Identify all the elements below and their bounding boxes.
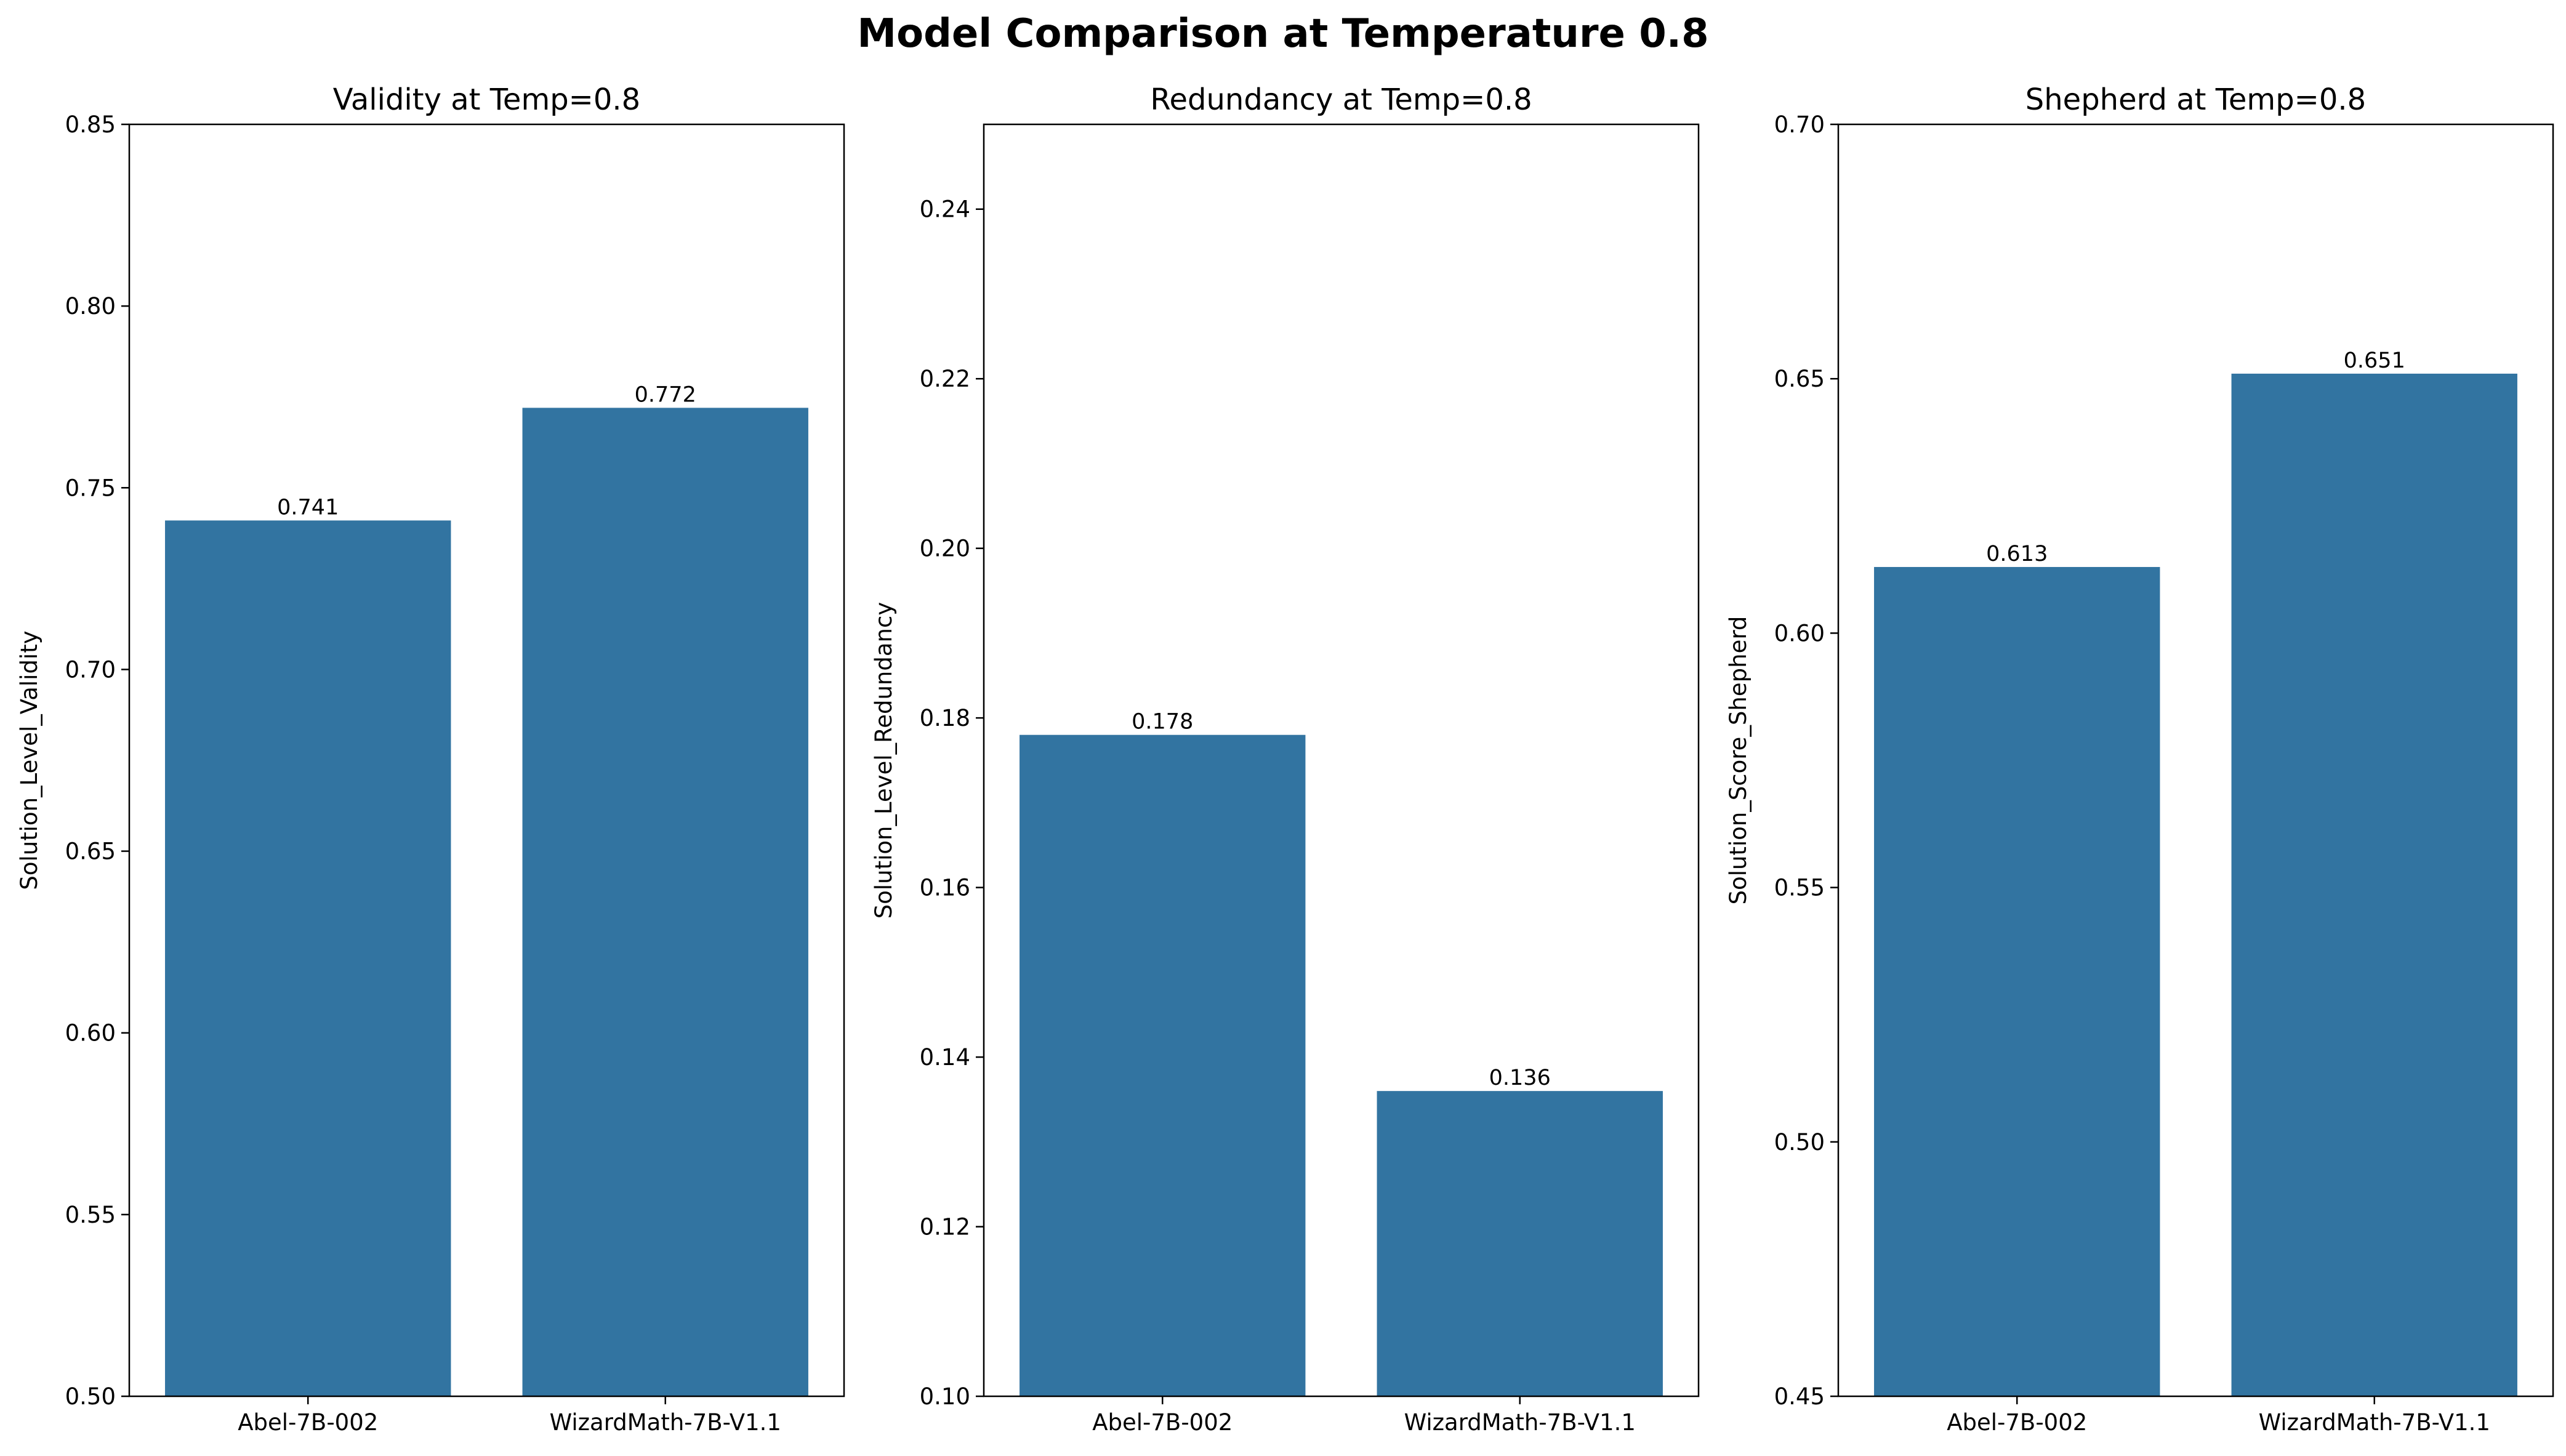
axes-frame [128, 123, 845, 1398]
y-tick-label-4: 0.60 [1774, 620, 1825, 646]
y-axis-label: Solution_Level_Validity [16, 630, 42, 890]
bar-1 [1020, 734, 1306, 1396]
y-tick-label-4: 0.65 [65, 839, 116, 865]
x-tick-label-1: Abel-7B-002 [238, 1409, 378, 1436]
y-tick-label-3: 0.60 [65, 1020, 116, 1047]
chart-title: Validity at Temp=0.8 [333, 82, 640, 117]
y-tick-label-7: 0.22 [920, 366, 970, 392]
y-tick-label-5: 0.70 [65, 656, 116, 683]
bar-1 [165, 520, 451, 1397]
chart-panel-3: 0.613 Abel-7B-002 0.651 WizardMath-7B-V1.1 0… [1725, 82, 2554, 1436]
y-tick-label-3: 0.14 [920, 1044, 970, 1071]
y-tick-label-5: 0.18 [920, 705, 970, 731]
axes-frame [1837, 123, 2554, 1398]
x-tick-label-2: WizardMath-7B-V1.1 [1404, 1409, 1636, 1436]
y-tick-label-7: 0.80 [65, 293, 116, 320]
x-tick-label-2: WizardMath-7B-V1.1 [550, 1409, 781, 1436]
y-tick-label-1: 0.50 [65, 1383, 116, 1410]
y-tick-label-2: 0.55 [65, 1202, 116, 1228]
y-tick-label-3: 0.55 [1774, 875, 1825, 901]
y-tick-label-1: 0.10 [920, 1383, 970, 1410]
bar-1 [1874, 566, 2160, 1396]
y-tick-label-4: 0.16 [920, 875, 970, 901]
x-tick-label-1: Abel-7B-002 [1092, 1409, 1233, 1436]
y-tick-label-2: 0.50 [1774, 1129, 1825, 1156]
chart-title: Redundancy at Temp=0.8 [1150, 82, 1532, 117]
bar-2 [2231, 373, 2517, 1396]
y-tick-label-6: 0.70 [1774, 111, 1825, 138]
y-tick-label-5: 0.65 [1774, 366, 1825, 392]
bar-value-label-1: 0.613 [1986, 542, 2048, 566]
y-axis-label: Solution_Score_Shepherd [1725, 616, 1752, 905]
axes-frame [983, 123, 1700, 1398]
y-tick-label-6: 0.20 [920, 536, 970, 562]
y-tick-label-2: 0.12 [920, 1214, 970, 1241]
y-tick-label-6: 0.75 [65, 475, 116, 501]
y-tick-label-8: 0.24 [920, 196, 970, 223]
bar-value-label-2: 0.651 [2344, 348, 2405, 373]
y-tick-label-1: 0.45 [1774, 1383, 1825, 1410]
bar-value-label-2: 0.772 [635, 382, 696, 407]
bar-2 [1377, 1091, 1663, 1396]
y-tick-label-8: 0.85 [65, 111, 116, 138]
x-tick-label-2: WizardMath-7B-V1.1 [2259, 1409, 2490, 1436]
chart-title: Shepherd at Temp=0.8 [2025, 82, 2366, 117]
x-tick-label-1: Abel-7B-002 [1947, 1409, 2087, 1436]
bar-2 [522, 408, 808, 1396]
bar-value-label-2: 0.136 [1489, 1066, 1551, 1090]
bar-value-label-1: 0.178 [1132, 710, 1193, 734]
y-axis-label: Solution_Level_Redundancy [871, 602, 897, 919]
bar-value-label-1: 0.741 [277, 495, 339, 520]
figure-title: Model Comparison at Temperature 0.8 [857, 11, 1708, 57]
chart-panel-2: 0.178 Abel-7B-002 0.136 WizardMath-7B-V1.1 0… [871, 82, 1700, 1436]
chart-panels: 0.741Abel-7B-0020.772WizardMath-7B-V1.10… [16, 82, 2554, 1436]
chart-panel-1: 0.741 Abel-7B-002 0.772 WizardMath-7B-V1.1 0… [16, 82, 845, 1436]
